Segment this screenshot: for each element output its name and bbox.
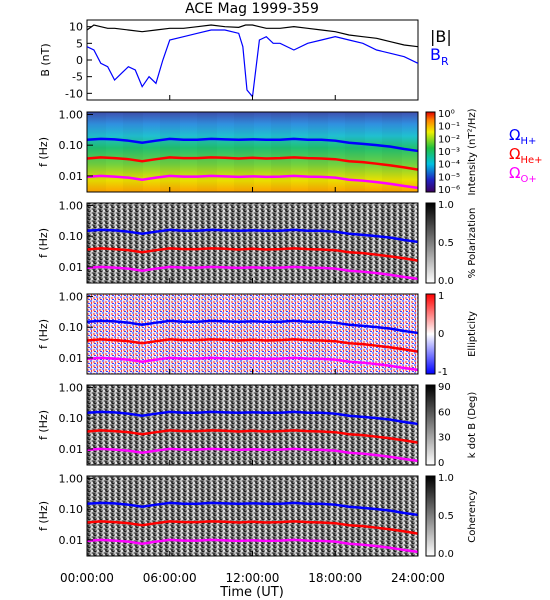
kdotb-colorbar-tick-label: 90 <box>438 382 451 393</box>
field-y-tick-label: -5 <box>72 71 83 84</box>
ellipticity-colorbar <box>425 293 436 375</box>
kdotb-colorbar <box>425 384 436 466</box>
intensity-colorbar-tick-label: 10⁻⁶ <box>438 185 460 196</box>
coherency-colorbar-tick-label: 0.5 <box>438 511 454 522</box>
legend-b-r: BR <box>430 45 449 68</box>
intensity-y-tick-label: 0.01 <box>59 170 84 183</box>
x-tick-label: 06:00:00 <box>143 571 197 585</box>
coherency-gyro-o-line <box>86 538 419 554</box>
kdotb-colorbar-tick-label: 30 <box>438 433 451 444</box>
polarization-gyro-he-line <box>86 247 419 262</box>
series-b-r-line <box>86 29 419 99</box>
intensity-colorbar-tick-label: 10⁻⁴ <box>438 160 460 171</box>
intensity-y-axis-label: f (Hz) <box>37 137 50 167</box>
kdotb-y-axis-label: f (Hz) <box>37 410 50 440</box>
ellipticity-gyro-h-line <box>86 319 419 335</box>
series-b-total-line <box>86 24 419 48</box>
intensity-colorbar-tick-label: 10⁻³ <box>438 147 460 158</box>
coherency-gyro-h-line <box>86 501 419 517</box>
coherency-y-tick-label: 0.01 <box>59 534 84 547</box>
field-y-tick-label: 5 <box>76 37 83 50</box>
polarization-y-tick-label: 0.01 <box>59 261 84 274</box>
intensity-colorbar-tick-label: 10⁻¹ <box>438 122 460 133</box>
polarization-colorbar-tick-label: 0.0 <box>438 276 454 287</box>
kdotb-colorbar-label: k dot B (Deg) <box>467 392 478 459</box>
x-tick-label: 12:00:00 <box>226 571 280 585</box>
polarization-gyro-o-line <box>86 265 419 281</box>
ellipticity-y-axis-label: f (Hz) <box>37 319 50 349</box>
intensity-gyro-o-line <box>86 174 419 190</box>
kdotb-gyro-h-line <box>86 410 419 426</box>
coherency-colorbar-tick-label: 1.0 <box>438 473 454 484</box>
kdotb-y-tick-label: 0.10 <box>59 412 84 425</box>
field-y-tick-label: -10 <box>65 87 83 100</box>
ellipticity-gyro-o-line <box>86 356 419 372</box>
intensity-colorbar-label: Intensity (nT²/Hz) <box>467 108 478 195</box>
kdotb-gyro-o-line <box>86 447 419 463</box>
intensity-y-tick-label: 0.10 <box>59 139 84 152</box>
coherency-colorbar <box>425 475 436 557</box>
ellipticity-colorbar-tick-label: 1 <box>438 291 444 302</box>
intensity-colorbar <box>425 111 436 193</box>
legend-b-total: |B| <box>430 27 452 46</box>
polarization-colorbar <box>425 202 436 284</box>
field-y-tick-label: 10 <box>69 21 83 34</box>
x-tick-label: 00:00:00 <box>60 571 114 585</box>
coherency-gyro-he-line <box>86 520 419 535</box>
polarization-colorbar-label: % Polarization <box>467 208 478 279</box>
coherency-y-axis-label: f (Hz) <box>37 501 50 531</box>
field-y-tick-label: 0 <box>76 54 83 67</box>
polarization-y-axis-label: f (Hz) <box>37 228 50 258</box>
ellipticity-y-tick-label: 0.10 <box>59 321 84 334</box>
kdotb-colorbar-tick-label: 60 <box>438 407 451 418</box>
intensity-colorbar-tick-label: 10⁰ <box>438 109 455 120</box>
kdotb-colorbar-tick-label: 0 <box>438 458 444 469</box>
ellipticity-gyro-he-line <box>86 338 419 353</box>
x-tick-label: 24:00:00 <box>391 571 445 585</box>
coherency-colorbar-tick-label: 0.0 <box>438 549 454 560</box>
intensity-colorbar-tick-label: 10⁻² <box>438 134 460 145</box>
intensity-colorbar-tick-label: 10⁻⁵ <box>438 172 460 183</box>
field-panel-frame <box>86 19 419 101</box>
figure-title: ACE Mag 1999-359 <box>185 1 319 17</box>
kdotb-y-tick-label: 0.01 <box>59 443 84 456</box>
x-axis-label: Time (UT) <box>219 585 284 600</box>
coherency-colorbar-label: Coherency <box>467 489 478 542</box>
intensity-gyro-he-line <box>86 156 419 171</box>
ellipticity-y-tick-label: 0.01 <box>59 352 84 365</box>
legend-gyro-he: ΩHe+ <box>509 145 543 166</box>
intensity-gyro-h-line <box>86 137 419 153</box>
polarization-y-tick-label: 0.10 <box>59 230 84 243</box>
ellipticity-colorbar-tick-label: 0 <box>438 329 444 340</box>
kdotb-gyro-he-line <box>86 429 419 444</box>
ellipticity-colorbar-label: Ellipticity <box>467 311 478 357</box>
ellipticity-colorbar-tick-label: -1 <box>438 367 448 378</box>
legend-gyro-h: ΩH+ <box>509 126 536 147</box>
coherency-y-tick-label: 0.10 <box>59 503 84 516</box>
ellipticity-y-tick-label: 1.00 <box>59 290 84 303</box>
kdotb-y-tick-label: 1.00 <box>59 381 84 394</box>
polarization-gyro-h-line <box>86 228 419 244</box>
polarization-y-tick-label: 1.00 <box>59 199 84 212</box>
polarization-colorbar-tick-label: 0.5 <box>438 238 454 249</box>
intensity-y-tick-label: 1.00 <box>59 108 84 121</box>
field-y-axis-label: B (nT) <box>39 43 52 76</box>
x-tick-label: 18:00:00 <box>308 571 362 585</box>
legend-gyro-o: ΩO+ <box>509 164 537 185</box>
polarization-colorbar-tick-label: 1.0 <box>438 200 454 211</box>
coherency-y-tick-label: 1.00 <box>59 472 84 485</box>
